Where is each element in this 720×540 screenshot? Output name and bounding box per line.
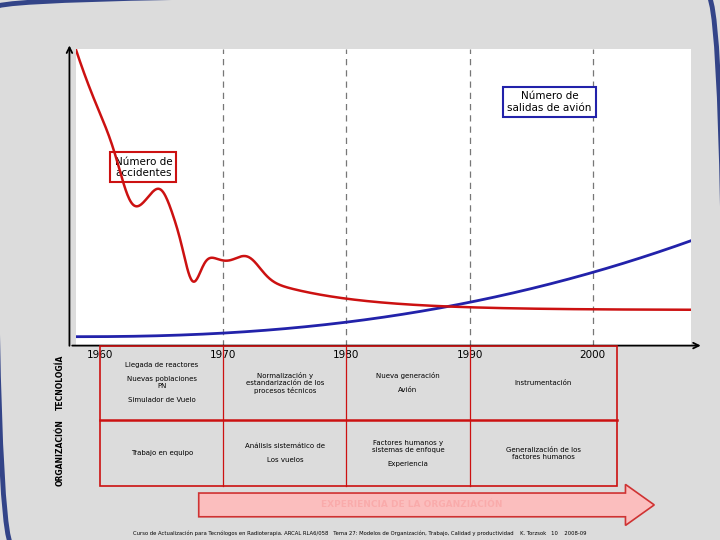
Text: Curso de Actualización para Tecnólogos en Radioterapia. ARCAL RLA6/058   Tema 27: Curso de Actualización para Tecnólogos e… (133, 530, 587, 536)
Text: Número de
salidas de avión: Número de salidas de avión (508, 91, 592, 113)
Text: Generalización de los
factores humanos: Generalización de los factores humanos (506, 447, 581, 460)
Text: Número de
accidentes: Número de accidentes (114, 157, 172, 178)
Text: Trabajo en equipo: Trabajo en equipo (130, 450, 193, 456)
Text: Normalización y
estandarización de los
procesos técnicos: Normalización y estandarización de los p… (246, 372, 324, 394)
Text: ORGANIZACIÓN: ORGANIZACIÓN (56, 420, 65, 487)
Text: Nueva generación

Avión: Nueva generación Avión (376, 372, 440, 393)
Text: Análisis sistemático de

Los vuelos: Análisis sistemático de Los vuelos (245, 443, 325, 463)
Text: Instrumentación: Instrumentación (515, 380, 572, 386)
Text: Factores humanos y
sistemas de enfoque

Experiencia: Factores humanos y sistemas de enfoque E… (372, 440, 444, 467)
Text: EXPERIENCIA DE LA ORGANZIACIÓN: EXPERIENCIA DE LA ORGANZIACIÓN (321, 501, 503, 509)
Text: TECNOLOGÍA: TECNOLOGÍA (56, 355, 65, 410)
Text: Llegada de reactores

Nuevas poblaciones
PN

Simulador de Vuelo: Llegada de reactores Nuevas poblaciones … (125, 362, 199, 403)
